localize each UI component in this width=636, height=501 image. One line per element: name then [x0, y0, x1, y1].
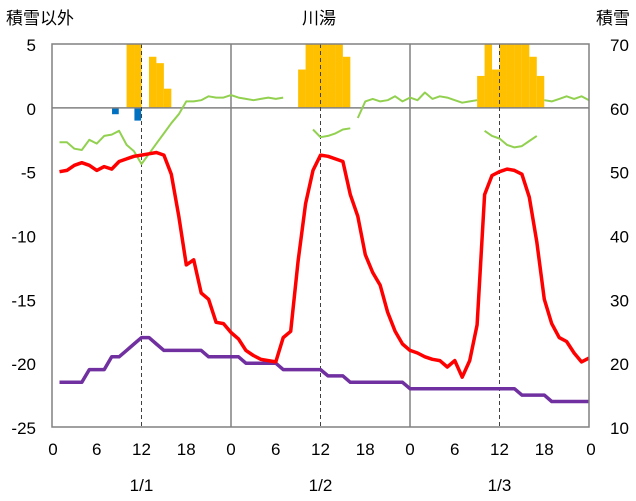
negative-precip-bar [134, 107, 142, 121]
wind-line [312, 127, 351, 139]
right-tick-label: 40 [610, 228, 629, 247]
snowfall-bar [477, 75, 485, 108]
date-label: 1/2 [309, 476, 333, 495]
snowfall-bar [335, 44, 343, 108]
x-tick-label: 6 [450, 440, 459, 459]
wind-line [356, 91, 478, 119]
x-axis-ticks: 0 6 12 18 0 6 12 18 0 6 12 18 0 [48, 440, 595, 459]
plot-frame [51, 43, 590, 428]
left-tick-label: -25 [11, 419, 36, 438]
x-tick-label: 6 [92, 440, 101, 459]
right-tick-label: 30 [610, 291, 629, 310]
x-tick-label: 18 [356, 440, 375, 459]
date-labels: 1/1 1/2 1/3 [130, 476, 512, 495]
left-tick-label: 5 [27, 36, 36, 55]
left-tick-label: -15 [11, 291, 36, 310]
left-axis-label: 積雪以外 [6, 9, 74, 29]
snowfall-bar [313, 44, 321, 108]
snowfall-bars [126, 44, 545, 108]
x-tick-label: 6 [271, 440, 280, 459]
right-tick-label: 60 [610, 100, 629, 119]
left-tick-label: -5 [21, 164, 36, 183]
x-tick-label: 12 [132, 440, 151, 459]
wind-line [484, 129, 538, 149]
right-tick-label: 20 [610, 355, 629, 374]
right-tick-label: 70 [610, 36, 629, 55]
snowfall-bar [342, 56, 351, 108]
snowfall-bar [298, 69, 306, 108]
snowfall-bar [134, 44, 142, 108]
x-tick-label: 0 [48, 440, 57, 459]
noon-markers [141, 44, 500, 427]
date-label: 1/3 [488, 476, 512, 495]
negative-precip-bar [112, 107, 119, 115]
negative-bars [112, 107, 142, 121]
snowfall-bar [320, 44, 328, 108]
snow-depth-line [59, 335, 589, 404]
snowfall-bar [305, 44, 314, 108]
left-axis-ticks: 5 0 -5 -10 -15 -20 -25 [11, 36, 36, 438]
snow-depth-series [59, 335, 589, 404]
snowfall-bar [163, 88, 172, 108]
date-label: 1/1 [130, 476, 154, 495]
snowfall-bar [514, 44, 522, 108]
wind-line [59, 94, 284, 165]
temperature-line [59, 150, 590, 379]
snowfall-bar [529, 56, 537, 108]
snowfall-bar [492, 69, 500, 108]
snowfall-bar [484, 44, 493, 108]
left-tick-label: -10 [11, 228, 36, 247]
x-tick-label: 0 [586, 440, 595, 459]
chart-title: 川湯 [302, 9, 336, 29]
right-tick-label: 50 [610, 164, 629, 183]
x-tick-label: 0 [226, 440, 235, 459]
left-tick-label: 0 [27, 100, 36, 119]
x-tick-label: 18 [535, 440, 554, 459]
x-tick-label: 18 [177, 440, 196, 459]
wind-line [544, 95, 590, 103]
x-tick-label: 0 [405, 440, 414, 459]
wind-series [59, 91, 590, 165]
temperature-series [59, 150, 590, 379]
snowfall-bar [126, 44, 135, 108]
snowfall-bar [499, 44, 507, 108]
x-tick-label: 12 [311, 440, 330, 459]
x-tick-label: 12 [490, 440, 509, 459]
right-axis-ticks: 70 60 50 40 30 20 10 [610, 36, 629, 438]
snowfall-bar [148, 56, 157, 108]
left-tick-label: -20 [11, 355, 36, 374]
snowfall-bar [521, 44, 530, 108]
snowfall-bar [327, 44, 336, 108]
snowfall-bar [536, 75, 545, 108]
right-axis-label: 積雪 [596, 9, 630, 29]
snowfall-bar [506, 44, 515, 108]
snowfall-bar [156, 63, 164, 108]
right-tick-label: 10 [610, 419, 629, 438]
